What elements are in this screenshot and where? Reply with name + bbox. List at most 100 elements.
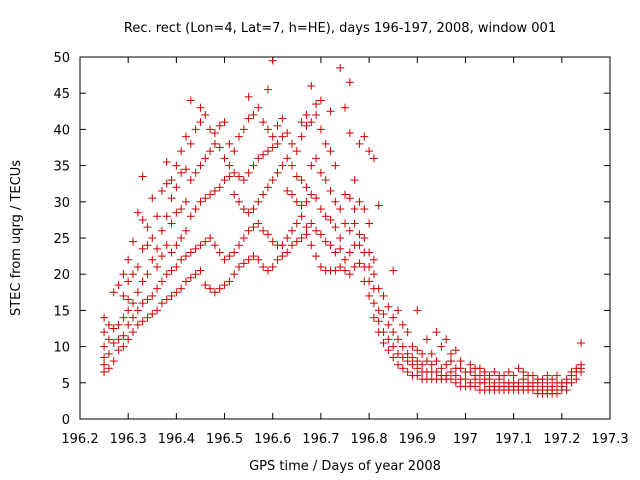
data-point	[268, 237, 277, 246]
y-tick-label: 25	[53, 232, 70, 247]
data-point	[307, 219, 316, 228]
data-point	[220, 255, 229, 264]
data-point	[360, 205, 369, 214]
data-point	[129, 328, 137, 337]
data-point	[336, 244, 345, 253]
data-point	[215, 284, 224, 293]
data-point	[104, 335, 113, 344]
data-point	[394, 360, 402, 369]
data-point	[172, 183, 181, 192]
data-point	[331, 197, 340, 206]
chart-title: Rec. rect (Lon=4, Lat=7, h=HE), days 196…	[124, 21, 556, 36]
data-point	[215, 143, 224, 152]
data-point	[466, 367, 475, 376]
data-point	[177, 147, 186, 156]
data-point	[466, 360, 475, 369]
data-point	[157, 299, 166, 308]
data-point	[172, 161, 181, 170]
data-point	[259, 226, 268, 235]
data-point	[182, 197, 190, 206]
data-point	[191, 205, 200, 214]
data-point	[186, 212, 195, 221]
data-point	[369, 313, 378, 322]
data-point	[153, 306, 162, 315]
data-point	[162, 270, 171, 279]
data-point	[447, 349, 455, 358]
data-point	[138, 317, 147, 326]
data-point	[355, 139, 364, 148]
data-point	[104, 349, 113, 358]
data-point	[341, 255, 349, 264]
data-point	[283, 129, 292, 138]
data-point	[316, 125, 325, 134]
data-point	[365, 248, 374, 257]
data-point	[451, 346, 460, 355]
data-point	[562, 386, 571, 395]
y-axis-label: STEC from uqrg / TECUs	[9, 160, 24, 316]
data-point	[345, 194, 354, 203]
data-point	[543, 371, 552, 380]
data-point	[244, 114, 253, 123]
data-point	[442, 371, 451, 380]
data-point	[172, 241, 181, 250]
data-point	[278, 132, 287, 141]
data-point	[254, 103, 263, 112]
data-point	[451, 371, 460, 380]
data-point	[114, 320, 123, 329]
data-point	[307, 161, 316, 170]
data-point	[244, 168, 253, 177]
data-point	[114, 281, 123, 290]
data-point	[538, 375, 547, 384]
data-point	[119, 291, 128, 300]
data-point	[268, 132, 277, 141]
data-point	[249, 223, 258, 232]
data-point	[278, 114, 287, 123]
data-point	[153, 244, 162, 253]
data-point	[230, 147, 239, 156]
data-point	[162, 212, 171, 221]
data-point	[480, 367, 489, 376]
data-point	[514, 364, 523, 373]
data-point	[355, 241, 364, 250]
data-point	[225, 161, 234, 170]
data-point	[341, 190, 349, 199]
data-point	[206, 234, 215, 242]
data-point	[133, 208, 142, 217]
data-point	[153, 212, 162, 221]
data-point	[485, 371, 494, 380]
data-point	[162, 295, 171, 304]
data-point	[143, 295, 152, 304]
data-point	[133, 262, 142, 271]
data-point	[519, 367, 528, 376]
data-point	[172, 262, 181, 271]
data-point	[283, 248, 292, 257]
data-point	[124, 255, 133, 264]
data-point	[394, 306, 402, 315]
x-tick-label: 197	[453, 432, 478, 447]
data-point	[162, 241, 171, 250]
data-point	[157, 277, 166, 286]
data-point	[312, 100, 321, 109]
data-point	[389, 313, 398, 322]
data-point	[109, 338, 118, 347]
data-point	[384, 335, 393, 344]
data-point	[225, 277, 234, 286]
data-point	[413, 364, 422, 373]
data-point	[422, 357, 431, 366]
data-point	[384, 302, 393, 311]
data-point	[302, 197, 311, 206]
data-point	[206, 147, 215, 156]
data-point	[196, 103, 205, 112]
data-point	[157, 226, 166, 235]
data-point	[326, 147, 335, 156]
data-point	[398, 342, 407, 351]
data-point	[297, 201, 306, 210]
data-point	[186, 96, 195, 105]
data-point	[263, 85, 272, 94]
data-point	[374, 201, 383, 210]
data-point	[336, 262, 345, 271]
data-point	[191, 168, 200, 177]
data-point	[186, 248, 195, 257]
data-point	[182, 252, 190, 261]
